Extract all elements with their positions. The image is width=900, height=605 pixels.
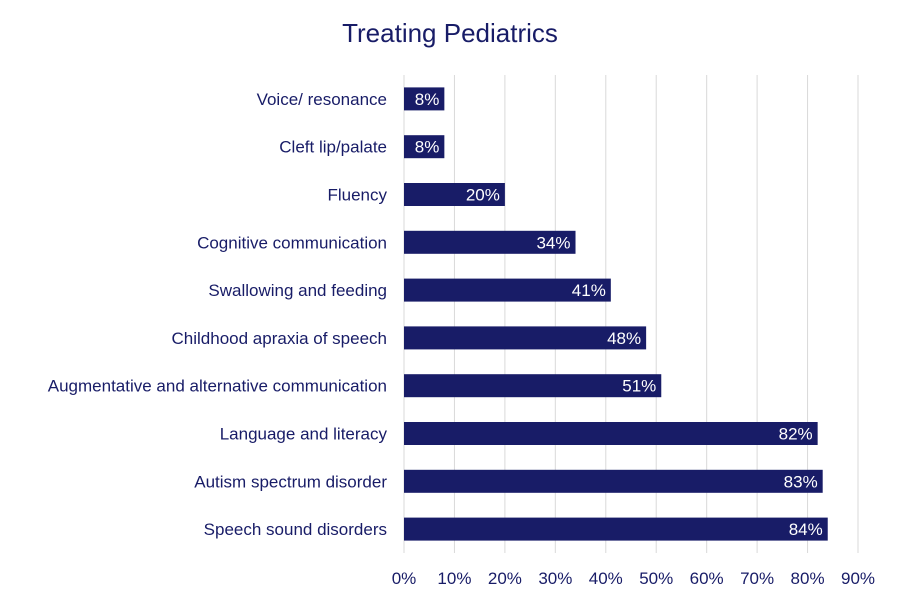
data-label: 83%	[784, 472, 818, 491]
category-label: Cleft lip/palate	[279, 138, 387, 157]
bar	[404, 422, 818, 445]
bar	[404, 230, 576, 254]
category-label: Language and literacy	[220, 425, 388, 444]
x-tick-label: 0%	[392, 569, 417, 588]
data-label: 34%	[536, 233, 570, 252]
category-label: Speech sound disorders	[204, 520, 387, 539]
bar	[404, 517, 828, 541]
x-tick-label: 90%	[841, 569, 875, 588]
data-label: 41%	[572, 281, 606, 300]
x-tick-label: 30%	[538, 569, 572, 588]
category-label: Swallowing and feeding	[208, 281, 387, 300]
data-label: 8%	[415, 90, 440, 109]
data-label: 20%	[466, 186, 500, 205]
x-tick-label: 50%	[639, 569, 673, 588]
x-tick-labels: 0% 10% 20% 30% 40% 50% 60% 70% 80% 90%	[392, 569, 875, 588]
x-tick-label: 10%	[437, 569, 471, 588]
x-tick-label: 40%	[589, 569, 623, 588]
bars: 8% 8% 20% 34% 41% 48% 51% 82% 83% 84%	[404, 87, 828, 541]
bar	[404, 87, 445, 111]
x-tick-label: 20%	[488, 569, 522, 588]
category-label: Childhood apraxia of speech	[172, 329, 387, 348]
category-label: Voice/ resonance	[257, 90, 387, 109]
bar	[404, 183, 505, 206]
bar	[404, 278, 611, 302]
data-label: 48%	[607, 329, 641, 348]
category-labels: Voice/ resonance Cleft lip/palate Fluency C…	[48, 90, 388, 539]
x-tick-label: 80%	[791, 569, 825, 588]
bar	[404, 326, 647, 350]
gridlines	[403, 75, 859, 553]
category-label: Augmentative and alternative communicati…	[48, 377, 387, 396]
bar	[404, 374, 662, 398]
data-label: 51%	[622, 377, 656, 396]
data-label: 82%	[779, 425, 813, 444]
x-tick-label: 60%	[690, 569, 724, 588]
chart-title: Treating Pediatrics	[342, 18, 558, 48]
data-label: 84%	[789, 520, 823, 539]
category-label: Autism spectrum disorder	[194, 472, 387, 491]
bar	[404, 135, 445, 159]
x-tick-label: 70%	[740, 569, 774, 588]
category-label: Cognitive communication	[197, 233, 387, 252]
bar	[404, 469, 823, 493]
category-label: Fluency	[327, 186, 387, 205]
data-label: 8%	[415, 138, 440, 157]
